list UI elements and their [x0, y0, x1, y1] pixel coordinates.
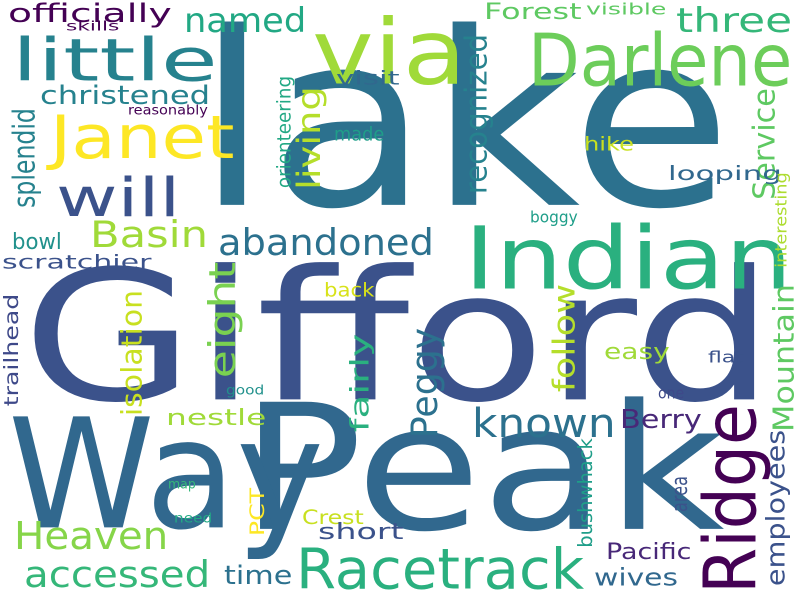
word-berry: Berry [620, 405, 702, 435]
word-bowl: bowl [12, 229, 62, 255]
word-will: will [56, 166, 181, 230]
word-map: map [168, 476, 196, 492]
word-scratchier: scratchier [2, 252, 152, 274]
word-little: little [12, 26, 218, 96]
word-looping: looping [668, 161, 782, 185]
word-racetrack: Racetrack [296, 536, 585, 600]
word-christened: christened [40, 81, 211, 111]
word-peggy: Peggy [404, 327, 447, 439]
word-pct: PCT [245, 487, 270, 537]
word-accessed: accessed [24, 554, 211, 597]
word-need: need [174, 510, 213, 526]
word-nestle: nestle [166, 405, 267, 431]
word-trailhead: trailhead [0, 293, 24, 407]
word-living: living [290, 86, 328, 190]
word-darlene: Darlene [528, 19, 793, 104]
word-gifford: Gifford [22, 232, 775, 443]
word-employees: employees [761, 429, 791, 587]
word-hike: hike [584, 134, 634, 156]
word-interesting: interesting [772, 172, 791, 268]
word-reasonably: reasonably [128, 102, 208, 118]
word-abandoned: abandoned [218, 222, 434, 265]
word-wives: wives [594, 563, 678, 592]
word-easy: easy [604, 339, 670, 365]
word-recognized: recognized [459, 33, 495, 195]
word-isolation: isolation [115, 289, 149, 417]
word-lake: lake [196, 0, 732, 263]
word-one: one [658, 384, 685, 403]
word-indian: Indian [464, 208, 793, 309]
word-crest: Crest [302, 505, 364, 529]
word-janet: Janet [50, 102, 235, 173]
word-forest: Forest [484, 0, 582, 25]
word-area: area [667, 476, 693, 512]
word-follow: follow [547, 283, 583, 393]
word-way: Way [8, 387, 324, 564]
word-back: back [324, 280, 375, 302]
word-short: short [318, 519, 404, 545]
word-known: known [472, 400, 616, 448]
word-visit: visit [336, 68, 400, 90]
word-boggy: boggy [530, 208, 578, 227]
word-basin: Basin [90, 214, 209, 257]
word-heaven: Heaven [14, 513, 169, 559]
word-eight: eight [202, 261, 245, 379]
word-named: named [184, 1, 307, 41]
word-officially: officially [8, 0, 172, 29]
word-peak: Peak [240, 367, 725, 571]
word-time: time [224, 561, 293, 591]
word-three: three [676, 1, 793, 41]
word-made: made [334, 124, 385, 146]
word-flat: flat [708, 348, 744, 367]
word-pacific: Pacific [606, 539, 692, 565]
word-fairly: fairly [345, 333, 375, 433]
word-splendid: splendid [7, 108, 43, 208]
word-bushwhack: bushwhack [573, 438, 598, 548]
word-ridge: Ridge [689, 404, 774, 594]
word-skills: skills [66, 18, 120, 34]
word-mountain: Mountain [767, 284, 800, 432]
word-via: via [312, 0, 467, 106]
word-visible: visible [586, 0, 667, 19]
word-good: good [226, 382, 265, 398]
